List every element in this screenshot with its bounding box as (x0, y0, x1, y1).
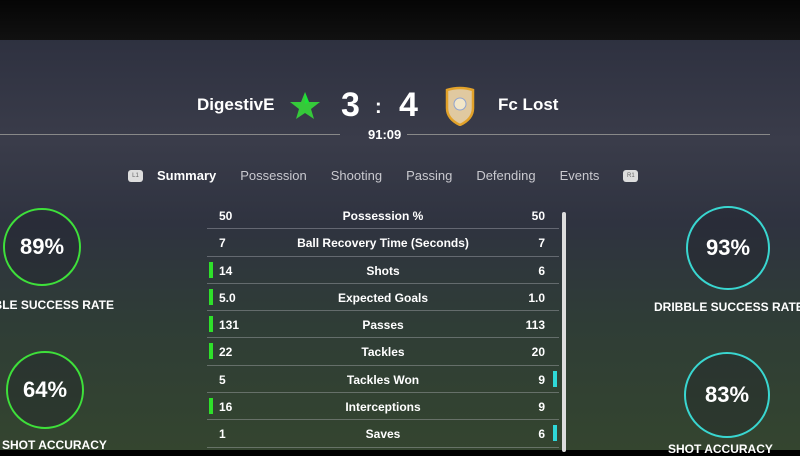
home-lead-bar (209, 288, 213, 305)
tab-summary[interactable]: Summary (157, 168, 217, 183)
home-value: 1 (219, 427, 226, 442)
divider (0, 134, 340, 135)
stat-row: 14 Shots 6 (207, 257, 559, 284)
home-value: 131 (219, 318, 240, 333)
stat-label: Saves (365, 427, 401, 442)
away-value: 20 (531, 345, 545, 360)
away-value: 1.0 (528, 290, 545, 305)
stats-table: 50 Possession % 50 7 Ball Recovery Time (Sec… (207, 202, 559, 448)
home-value: 22 (219, 345, 233, 360)
away-value: 9 (538, 400, 545, 415)
home-value: 16 (219, 400, 233, 415)
stat-row: 5 Tackles Won 9 (207, 366, 559, 394)
home-team-name: DigestivE (197, 95, 275, 114)
home-value: 50 (219, 209, 233, 223)
match-clock: 91:09 (368, 127, 402, 142)
stat-row: 1 Saves 6 (207, 420, 559, 448)
stat-label: Tackles (361, 345, 405, 360)
stat-label: Possession % (342, 209, 424, 223)
away-value: 7 (538, 236, 545, 251)
home-shot-label: SHOT ACCURACY (2, 438, 107, 452)
home-lead-bar (209, 398, 213, 415)
stat-label: Shots (366, 263, 400, 278)
stat-row: 131 Passes 113 (207, 311, 559, 339)
away-value: 113 (525, 318, 545, 333)
home-value: 7 (219, 236, 226, 251)
away-lead-bar (553, 370, 557, 387)
away-score: 4 (399, 86, 418, 124)
r1-button-icon[interactable]: R1 (623, 169, 639, 182)
home-shot-ring: 64% (6, 351, 84, 429)
stats-tabs: L1 Summary Possession Shooting Passing D… (128, 168, 652, 183)
home-value: 5 (219, 372, 226, 387)
tab-events[interactable]: Events (559, 168, 600, 183)
home-value: 14 (219, 263, 233, 278)
stat-label: Passes (362, 318, 404, 333)
stat-label: Interceptions (345, 400, 421, 415)
tab-possession[interactable]: Possession (240, 168, 307, 183)
away-crest-shield-icon (445, 86, 475, 126)
stat-row: 5.0 Expected Goals 1.0 (207, 284, 559, 312)
home-score: 3 (341, 86, 360, 124)
home-dribble-ring: 89% (3, 208, 81, 286)
divider (407, 134, 770, 135)
away-shot-ring: 83% (684, 352, 770, 438)
stat-row: 7 Ball Recovery Time (Seconds) 7 (207, 229, 559, 257)
stat-label: Ball Recovery Time (Seconds) (297, 236, 469, 251)
home-dribble-label: DRIBBLE SUCCESS RATE (0, 298, 114, 312)
away-dribble-ring: 93% (686, 206, 770, 290)
away-value: 9 (538, 372, 545, 387)
match-stats-screen (0, 38, 800, 450)
stat-row: 22 Tackles 20 (207, 338, 559, 366)
stat-row: 16 Interceptions 9 (207, 393, 559, 421)
scrollbar[interactable] (562, 212, 566, 452)
stat-row: 50 Possession % 50 (207, 202, 559, 230)
home-value: 5.0 (219, 290, 236, 305)
away-team-name: Fc Lost (498, 95, 559, 114)
monitor-bezel (0, 0, 800, 40)
away-dribble-label: DRIBBLE SUCCESS RATE (654, 300, 800, 314)
away-value: 50 (531, 209, 545, 223)
stat-label: Expected Goals (337, 290, 429, 305)
away-value: 6 (538, 427, 545, 442)
stat-label: Tackles Won (346, 372, 420, 387)
home-lead-bar (209, 316, 213, 333)
l1-button-icon[interactable]: L1 (128, 169, 143, 182)
tab-shooting[interactable]: Shooting (330, 168, 383, 183)
tab-defending[interactable]: Defending (476, 168, 536, 183)
home-lead-bar (209, 343, 213, 360)
home-lead-bar (209, 261, 213, 278)
home-crest-star-icon (290, 92, 320, 119)
away-shot-label: SHOT ACCURACY (668, 442, 773, 456)
away-lead-bar (553, 425, 557, 442)
score-separator: : (375, 96, 382, 118)
tab-passing[interactable]: Passing (406, 168, 453, 183)
away-value: 6 (538, 263, 545, 278)
